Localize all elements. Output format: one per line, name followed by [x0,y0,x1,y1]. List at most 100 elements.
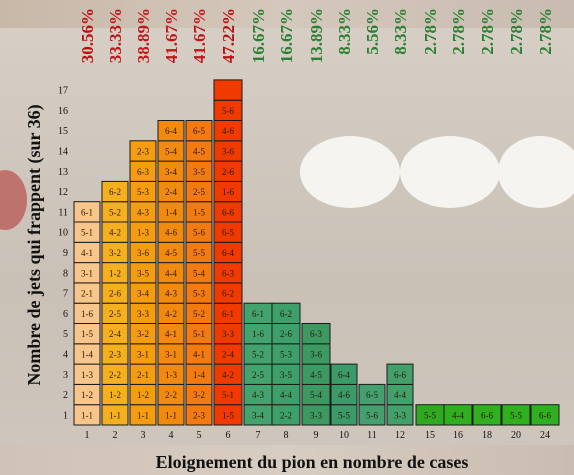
percentage-label: 2.78% [536,8,555,55]
bar-cell [386,363,414,385]
bar-cell [443,404,473,426]
bar-cell [472,404,502,426]
roll-label: 3-1 [165,349,177,359]
percentage-label: 2.78% [421,8,440,55]
percentage-label: 8.33% [391,8,410,55]
roll-label: 2-3 [109,349,121,359]
y-tick-label: 10 [58,228,68,239]
percentage-label: 5.56% [363,8,382,55]
roll-label: 4-2 [222,370,234,380]
bar-column-1: 1-1 1-2 1-3 1-4 1-5 1-6 2-1 3-1 4-1 5-1 6-1 [73,201,101,426]
roll-label: 6-5 [222,228,234,238]
percentage-label: 8.33% [335,8,354,55]
roll-label: 3-2 [109,248,121,258]
y-tick-label: 8 [63,268,68,279]
roll-label: 2-4 [109,329,121,339]
roll-label: 1-2 [81,390,93,400]
roll-label: 6-6 [394,370,406,380]
bar-cell [185,120,213,142]
roll-label: 2-4 [165,187,177,197]
roll-label: 3-4 [165,167,177,177]
roll-label: 6-6 [481,410,493,420]
x-tick-label: 12 [395,430,405,441]
roll-label: 4-5 [310,370,322,380]
roll-label: 4-3 [165,289,177,299]
x-tick-label: 24 [540,430,550,441]
bar-column-2: 1-1 1-2 2-2 2-3 2-4 2-5 2-6 1-2 3-2 4-2 5-2 6-2 [101,180,129,426]
bar-column-8: 2-2 4-4 3-5 5-3 2-6 6-2 [271,302,301,426]
bar-cell [73,201,101,223]
roll-label: 1-2 [109,390,121,400]
bar-column-20: 5-5 [501,404,531,426]
roll-label: 4-5 [193,146,205,156]
roll-label: 4-2 [109,228,121,238]
bars: 1-1 1-2 1-3 1-4 1-5 1-6 2-1 3-1 4-1 5-1 6-1 1-1 1-2 2… [73,79,560,426]
red-checker-decoration [0,170,27,230]
roll-label: 4-6 [222,126,234,136]
roll-label: 6-2 [280,309,292,319]
bar-column-9: 3-3 5-4 4-5 3-6 6-3 [301,323,331,426]
roll-label: 3-6 [222,146,234,156]
bar-column-16: 4-4 [443,404,473,426]
bar-cell [101,180,129,203]
roll-label: 5-1 [81,228,93,238]
bar-cell [157,120,185,142]
x-tick-label: 4 [169,430,174,441]
roll-label: 5-4 [193,268,205,278]
percentage-label: 30.56% [78,8,97,63]
roll-label: 6-2 [109,187,121,197]
roll-label: 1-4 [165,207,177,217]
roll-label: 2-4 [222,349,234,359]
roll-label: 4-1 [193,349,205,359]
roll-label: 6-4 [222,248,234,258]
roll-label: 5-3 [137,187,149,197]
roll-label: 2-3 [137,146,149,156]
roll-label: 3-3 [222,329,234,339]
roll-label: 4-3 [252,390,264,400]
percentage-label: 13.89% [307,8,326,63]
roll-label: 2-2 [280,410,292,420]
bar-cell [213,79,243,101]
roll-label: 4-4 [394,390,406,400]
percentage-label: 41.67% [190,8,209,63]
roll-label: 1-4 [193,370,205,380]
roll-label: 5-2 [193,309,205,319]
roll-label: 2-3 [193,410,205,420]
roll-label: 4-4 [452,410,464,420]
y-tick-label: 14 [58,146,68,157]
percentage-label: 38.89% [134,8,153,63]
roll-label: 3-6 [310,349,322,359]
board-top-band [0,0,574,28]
y-tick-label: 11 [58,207,68,218]
roll-label: 2-1 [81,289,93,299]
roll-label: 1-2 [109,268,121,278]
roll-label: 6-4 [165,126,177,136]
y-tick-label: 13 [58,167,68,178]
y-tick-label: 12 [58,187,68,198]
x-tick-label: 2 [113,430,118,441]
bar-cell [358,383,386,406]
roll-label: 6-5 [366,390,378,400]
bar-cell [301,323,331,345]
y-tick-label: 15 [58,126,68,137]
x-tick-label: 5 [197,430,202,441]
roll-label: 6-1 [222,309,234,319]
bar-column-7: 3-4 4-3 2-5 5-2 1-6 6-1 [243,302,273,426]
bar-column-4: 1-1 2-2 1-3 3-1 4-1 4-2 4-3 4-4 4-5 4-6 1-4 2-4 3-4 5… [157,120,185,426]
roll-label: 5-6 [193,228,205,238]
y-tick-label: 7 [63,289,68,300]
bar-cell [530,404,560,426]
x-tick-label: 6 [226,430,231,441]
roll-label: 1-5 [193,207,205,217]
roll-label: 1-5 [81,329,93,339]
roll-label: 3-3 [394,410,406,420]
roll-label: 2-6 [280,329,292,339]
roll-label: 6-3 [222,268,234,278]
y-axis-title: Nombre de jets qui frappent (sur 36) [24,104,45,385]
y-tick-label: 1 [63,410,68,421]
roll-label: 4-1 [81,248,93,258]
bar-column-18: 6-6 [472,404,502,426]
roll-label: 6-3 [310,329,322,339]
